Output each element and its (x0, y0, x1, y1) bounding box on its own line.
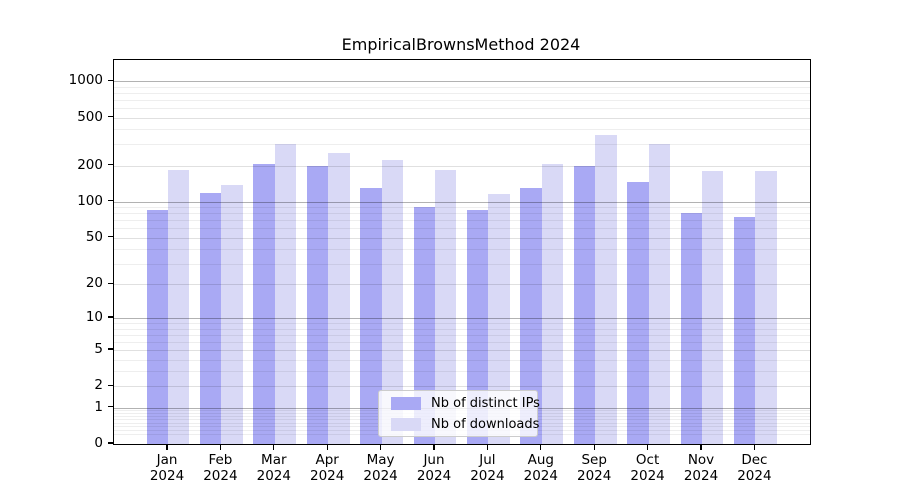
x-tick-label-aug: Aug 2024 (523, 452, 558, 484)
y-tick-label-0: 0 (94, 435, 103, 451)
y-tick-1000 (108, 79, 113, 81)
x-tick-feb (219, 444, 222, 450)
bars-layer (114, 60, 810, 444)
bar-downloads-feb (221, 185, 243, 444)
bar-downloads-sep (595, 134, 617, 444)
x-tick-dec (753, 444, 756, 450)
bar-downloads-jan (168, 169, 190, 444)
x-tick-label-nov: Nov 2024 (683, 452, 719, 484)
x-tick-jan (166, 444, 168, 450)
y-tick-label-50: 50 (85, 228, 103, 245)
x-tick-apr (326, 444, 328, 450)
bar-distinct-ips-jun (413, 207, 435, 444)
x-tick-aug (540, 444, 542, 450)
bar-downloads-nov (702, 170, 724, 444)
y-tick-label-1: 1 (94, 398, 103, 415)
y-tick-200 (108, 163, 113, 166)
legend-swatch-downloads (391, 417, 421, 431)
bar-distinct-ips-mar (253, 164, 275, 444)
legend-item-downloads: Nb of downloads (379, 416, 540, 433)
x-tick-label-jul: Jul 2024 (470, 452, 505, 484)
x-tick-mar (273, 444, 275, 450)
y-tick-100 (108, 200, 113, 202)
y-tick-label-100: 100 (77, 192, 103, 209)
bar-distinct-ips-aug (520, 188, 542, 444)
y-tick-label-2: 2 (94, 377, 103, 394)
x-tick-jul (486, 444, 489, 450)
bar-downloads-oct (648, 144, 670, 444)
y-tick-label-1000: 1000 (68, 72, 103, 89)
x-tick-label-feb: Feb 2024 (203, 452, 238, 484)
bar-distinct-ips-may (360, 188, 382, 444)
x-tick-label-dec: Dec 2024 (737, 452, 772, 484)
bar-downloads-aug (541, 163, 564, 444)
y-tick-5 (108, 348, 113, 350)
y-tick-0 (108, 442, 113, 444)
y-tick-1 (108, 405, 113, 408)
legend-item-distinct-ips: Nb of distinct IPs (379, 395, 540, 412)
bar-downloads-apr (328, 152, 350, 444)
bar-downloads-mar (274, 144, 297, 444)
x-tick-may (379, 444, 382, 450)
x-tick-label-jan: Jan 2024 (149, 452, 185, 484)
bar-distinct-ips-oct (627, 181, 649, 444)
bar-downloads-dec (755, 170, 777, 444)
y-tick-20 (108, 282, 113, 284)
x-tick-label-sep: Sep 2024 (577, 452, 612, 484)
x-tick-nov (700, 444, 702, 450)
y-tick-label-20: 20 (85, 275, 103, 292)
x-tick-label-oct: Oct 2024 (630, 452, 665, 484)
x-tick-sep (593, 444, 595, 450)
legend: Nb of distinct IPs Nb of downloads (378, 390, 540, 437)
plot-area (113, 59, 811, 445)
bar-downloads-may (381, 159, 403, 444)
chart-title: EmpiricalBrownsMethod 2024 (341, 35, 581, 54)
x-tick-oct (646, 444, 649, 450)
y-tick-label-10: 10 (85, 309, 103, 326)
y-tick-50 (108, 235, 113, 238)
x-tick-label-mar: Mar 2024 (256, 452, 291, 484)
x-tick-label-jun: Jun 2024 (416, 452, 452, 484)
bar-distinct-ips-nov (680, 212, 702, 444)
bar-distinct-ips-sep (573, 165, 596, 444)
bar-distinct-ips-dec (734, 217, 756, 444)
y-tick-2 (108, 384, 113, 386)
bar-distinct-ips-jan (146, 209, 168, 444)
y-tick-10 (108, 316, 113, 318)
y-tick-label-5: 5 (94, 340, 103, 357)
bar-distinct-ips-jul (467, 210, 489, 444)
y-tick-label-500: 500 (77, 108, 103, 125)
bar-distinct-ips-apr (306, 166, 329, 444)
y-tick-label-200: 200 (77, 156, 103, 173)
x-tick-label-apr: Apr 2024 (310, 452, 345, 484)
bar-distinct-ips-feb (200, 192, 222, 444)
bar-downloads-jul (488, 194, 510, 444)
y-tick-500 (108, 115, 113, 118)
x-tick-label-may: May 2024 (363, 452, 398, 484)
legend-swatch-distinct-ips (391, 396, 421, 410)
x-tick-jun (433, 444, 435, 450)
legend-label-distinct-ips: Nb of distinct IPs (431, 395, 540, 411)
bar-downloads-jun (435, 169, 457, 444)
legend-label-downloads: Nb of downloads (431, 416, 540, 432)
